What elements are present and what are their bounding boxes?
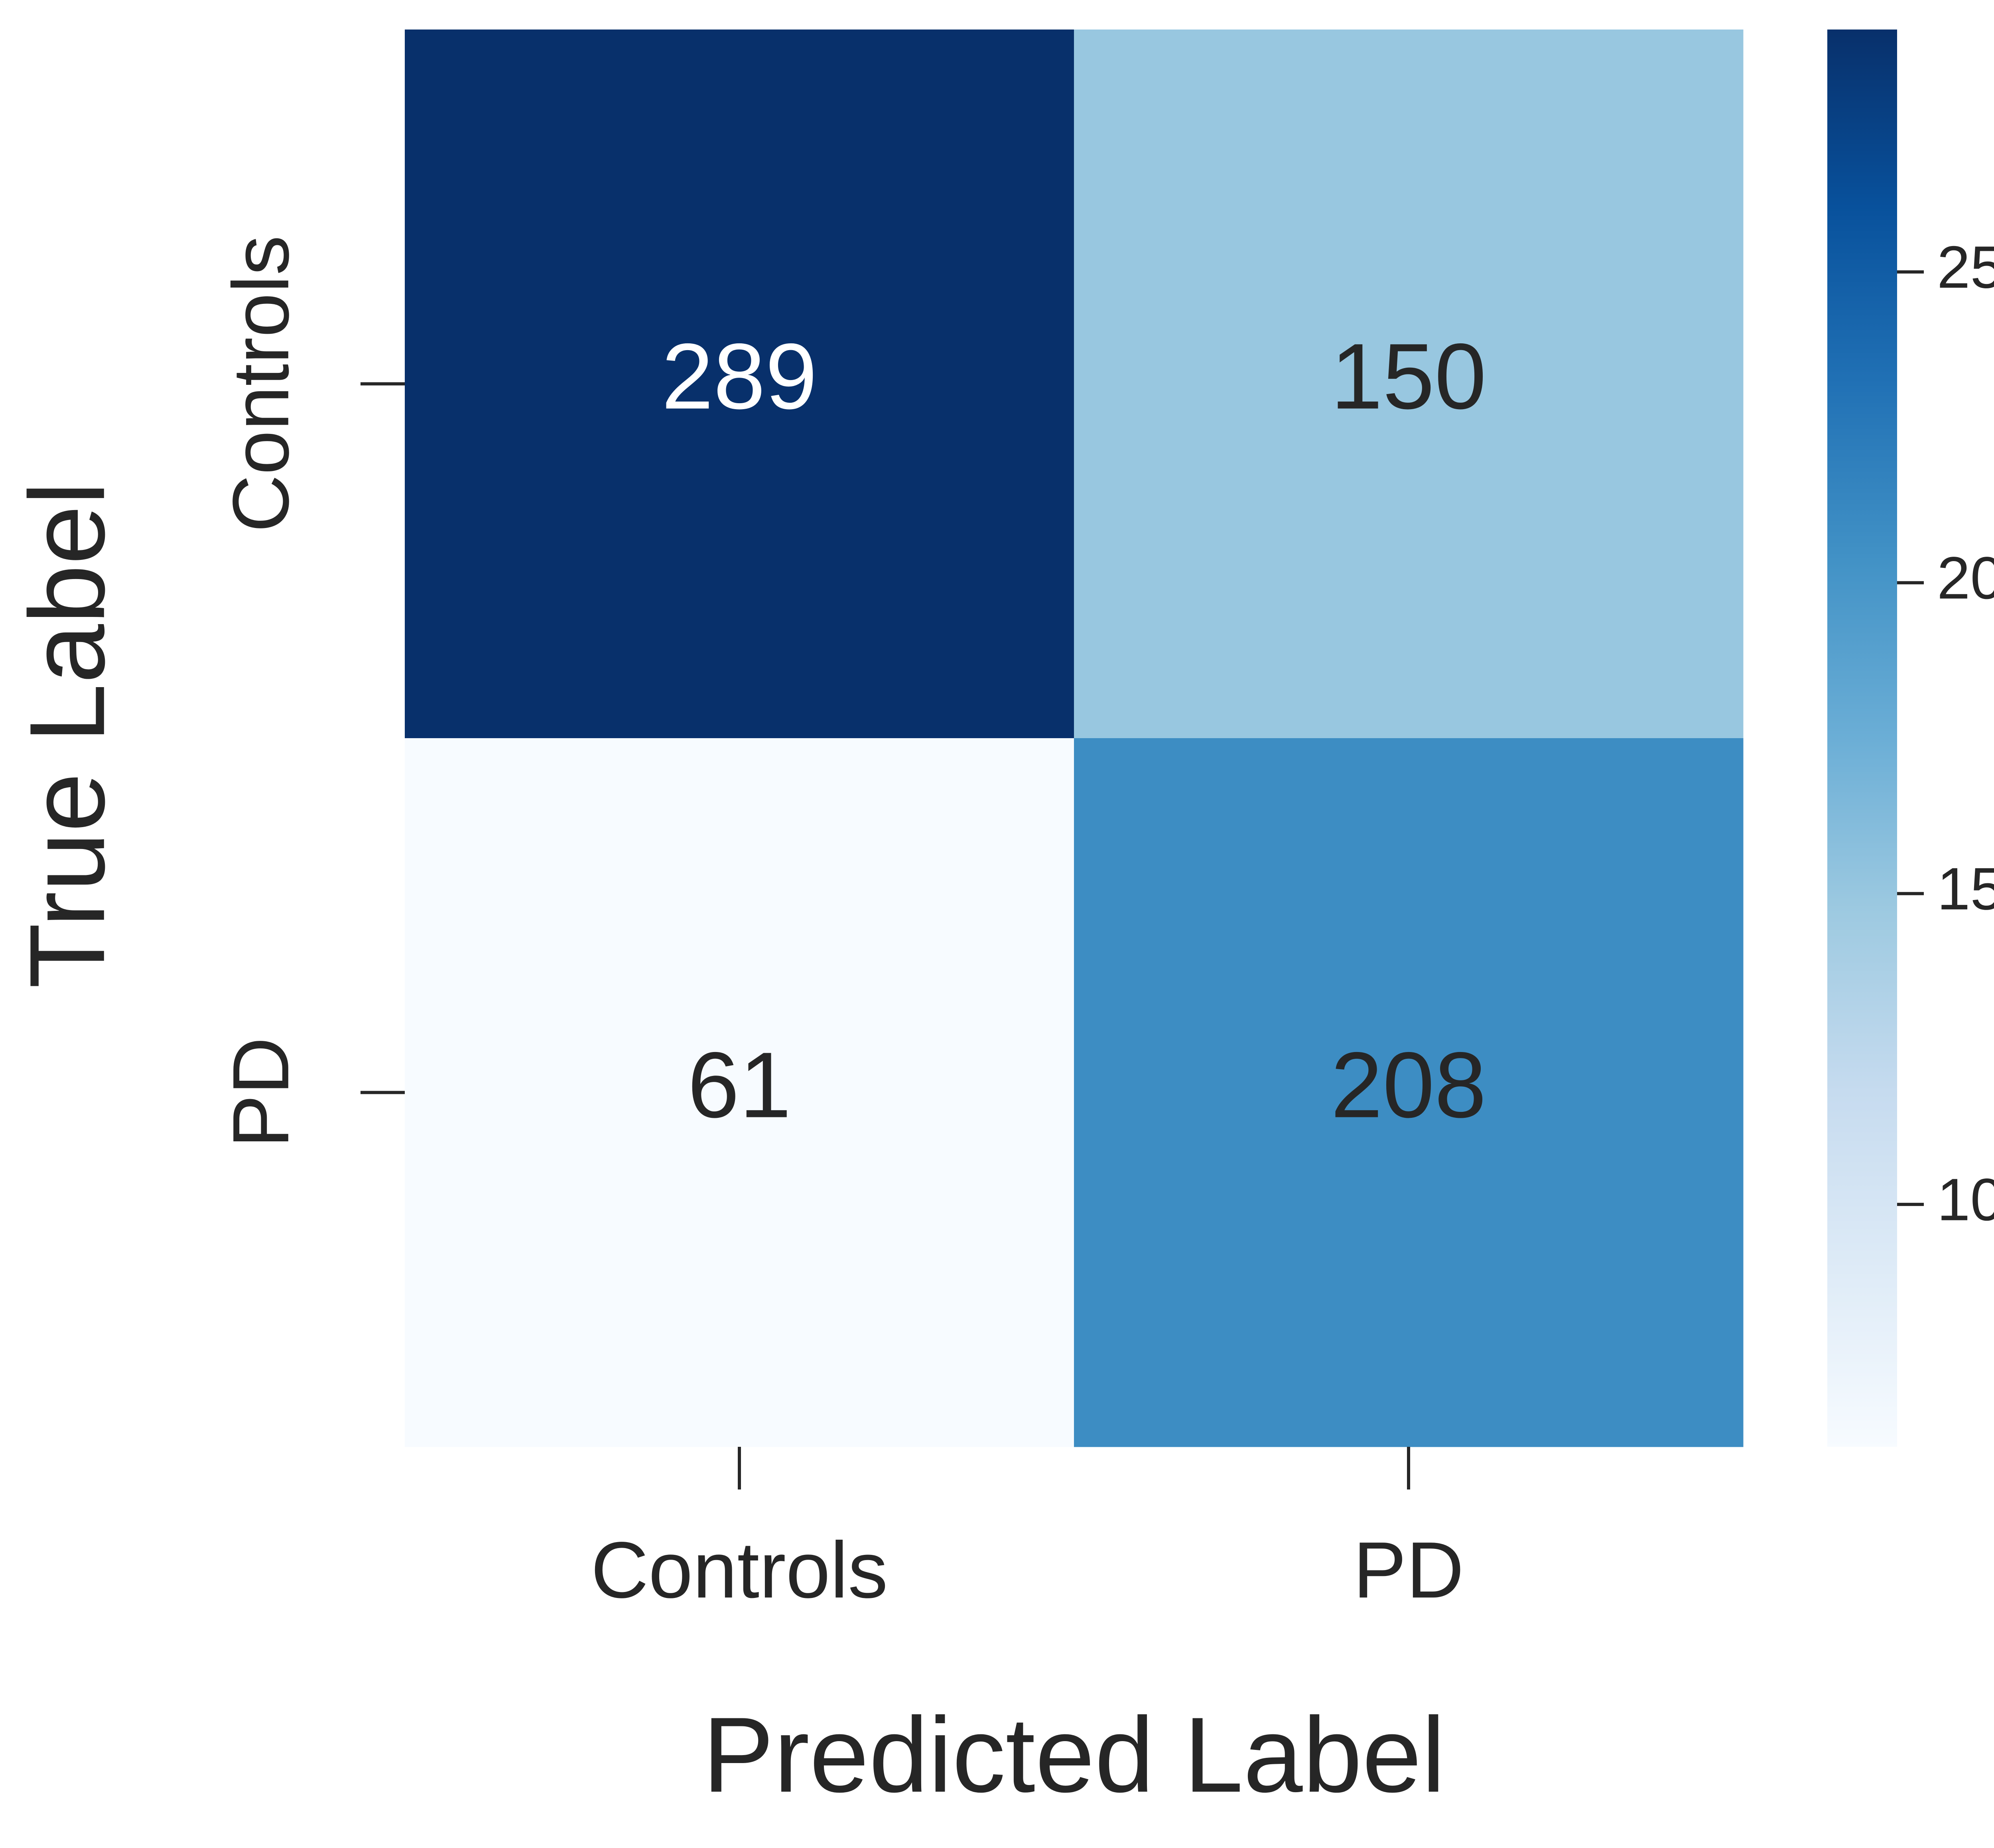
y-tick-label: PD [217, 1037, 305, 1148]
cell-label: 208 [1331, 1032, 1486, 1137]
heatmap-cell [405, 30, 1074, 739]
heatmap-cell [1074, 30, 1744, 739]
cell-label: 150 [1331, 324, 1486, 428]
x-tick-label: PD [1353, 1526, 1464, 1615]
colorbar-tick-label: 250 [1937, 234, 1994, 301]
y-axis-label: True Label [7, 481, 127, 988]
colorbar-tick-label: 150 [1937, 855, 1994, 922]
x-axis-label: Predicted Label [703, 1695, 1445, 1815]
cell-label: 61 [688, 1032, 791, 1137]
colorbar-tick-label: 200 [1937, 544, 1994, 611]
colorbar [1827, 30, 1897, 1447]
heatmap-cell [1074, 738, 1744, 1447]
colorbar-tick-label: 100 [1937, 1166, 1994, 1233]
cell-label: 289 [662, 324, 817, 428]
heatmap-cell [405, 738, 1074, 1447]
x-tick-label: Controls [591, 1526, 888, 1615]
y-tick-label: Controls [217, 235, 305, 532]
